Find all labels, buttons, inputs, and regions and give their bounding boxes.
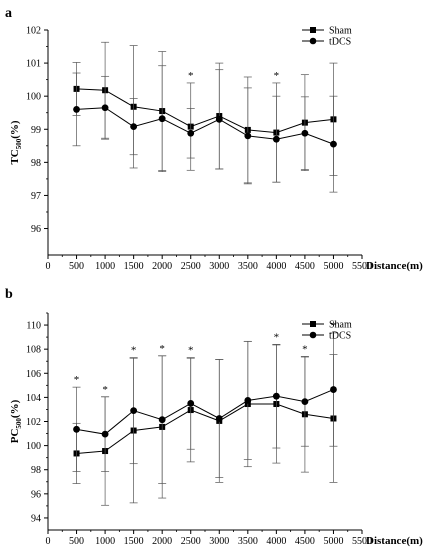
x-tick-label: 5000	[323, 261, 343, 272]
x-tick-label: 1000	[95, 536, 115, 547]
x-tick-label: 1500	[124, 261, 144, 272]
legend-marker-circle	[309, 37, 317, 45]
legend-marker-circle	[309, 331, 317, 339]
y-tick-label: 96	[31, 489, 41, 500]
x-tick-label: 0	[46, 261, 51, 272]
data-point-tDCS	[215, 415, 223, 422]
significance-star: *	[131, 345, 137, 357]
legend-label: tDCS	[329, 37, 351, 48]
data-point-tDCS	[101, 104, 109, 112]
x-tick-label: 2500	[181, 536, 201, 547]
y-axis-title-unit: (%)	[9, 399, 21, 418]
panel-label: a	[5, 6, 12, 21]
significance-star: *	[188, 70, 194, 82]
y-axis-title: PC500(%)	[9, 399, 23, 443]
x-axis-title: Distance(m)	[366, 535, 423, 547]
significance-star: *	[74, 374, 80, 386]
y-axis-title-subscript: 500	[15, 418, 23, 429]
significance-star: *	[102, 384, 108, 396]
y-tick-label: 102	[26, 26, 41, 37]
x-tick-label: 2000	[152, 261, 172, 272]
x-tick-label: 500	[69, 261, 84, 272]
y-tick-label: 104	[26, 393, 41, 404]
y-axis-title-main: TC	[9, 149, 21, 164]
x-tick-label: 2500	[181, 261, 201, 272]
x-tick-label: 4500	[295, 261, 315, 272]
x-tick-label: 5500	[352, 261, 372, 272]
significance-star: *	[302, 343, 308, 355]
y-tick-label: 101	[26, 59, 41, 70]
data-point-tDCS	[215, 115, 223, 123]
panel-label: b	[5, 287, 13, 302]
legend-label: Sham	[329, 320, 352, 331]
y-tick-label: 94	[31, 513, 41, 524]
data-point-tDCS	[301, 129, 309, 137]
data-point-tDCS	[301, 398, 309, 406]
data-point-tDCS	[187, 129, 195, 137]
data-point-tDCS	[101, 430, 109, 438]
x-tick-label: 5500	[352, 536, 372, 547]
significance-star: *	[331, 320, 337, 332]
y-tick-label: 98	[31, 158, 41, 169]
data-point-tDCS	[158, 416, 166, 424]
x-tick-label: 4000	[266, 536, 286, 547]
significance-star: *	[159, 343, 165, 355]
x-tick-label: 500	[69, 536, 84, 547]
y-tick-label: 96	[31, 224, 41, 235]
chart-panel-b: b 0 500 1000 1500 2000 2500 3000 3500 4000 4500 500…	[5, 287, 423, 547]
x-tick-label: 1500	[124, 536, 144, 547]
x-tick-label: 3500	[238, 261, 258, 272]
x-tick-label: 5000	[323, 536, 343, 547]
y-tick-label: 102	[26, 417, 41, 428]
legend-label: tDCS	[329, 331, 351, 342]
data-point-tDCS	[73, 425, 80, 433]
legend-label: Sham	[329, 26, 352, 37]
y-tick-label: 99	[31, 125, 41, 136]
y-tick-label: 97	[31, 191, 41, 202]
series-line-tDCS	[76, 107, 334, 145]
significance-star: *	[274, 331, 280, 343]
x-tick-label: 2000	[152, 536, 172, 547]
y-axis-title-subscript: 500	[15, 138, 23, 149]
data-point-tDCS	[73, 106, 80, 113]
chart-panel-a: a 0 500 1000 1500 2000 2500 3000 3500 4000 4500 500…	[5, 6, 423, 272]
data-point-tDCS	[272, 392, 280, 400]
y-tick-label: 98	[31, 465, 41, 476]
y-tick-label: 106	[26, 369, 41, 380]
data-point-tDCS	[330, 140, 337, 148]
legend-marker-square	[310, 27, 316, 33]
x-tick-label: 0	[46, 536, 51, 547]
series-line-Sham	[76, 403, 334, 454]
x-tick-label: 1000	[95, 261, 115, 272]
data-point-tDCS	[244, 132, 252, 140]
x-tick-label: 4000	[266, 261, 286, 272]
x-axis-title: Distance(m)	[366, 260, 423, 272]
y-tick-label: 100	[26, 441, 41, 452]
series-line-Sham	[76, 88, 334, 134]
x-tick-label: 4500	[295, 536, 315, 547]
y-tick-label: 108	[26, 345, 41, 356]
y-axis-title-unit: (%)	[9, 120, 21, 139]
data-point-tDCS	[330, 386, 337, 393]
data-point-tDCS	[130, 123, 138, 131]
significance-star: *	[188, 345, 194, 357]
significance-star: *	[274, 70, 280, 82]
x-tick-label: 3000	[209, 261, 229, 272]
y-axis-title-main: PC	[9, 429, 21, 444]
y-axis-title: TC500(%)	[9, 120, 23, 164]
legend-marker-square	[310, 321, 316, 327]
x-tick-label: 3500	[238, 536, 258, 547]
data-point-tDCS	[158, 115, 166, 123]
data-point-tDCS	[130, 407, 138, 415]
series-line-tDCS	[76, 389, 334, 435]
data-point-tDCS	[187, 400, 195, 407]
y-tick-label: 100	[26, 92, 41, 103]
data-point-tDCS	[244, 397, 252, 404]
x-tick-label: 3000	[209, 536, 229, 547]
y-tick-label: 110	[26, 321, 41, 332]
data-point-tDCS	[272, 135, 280, 143]
